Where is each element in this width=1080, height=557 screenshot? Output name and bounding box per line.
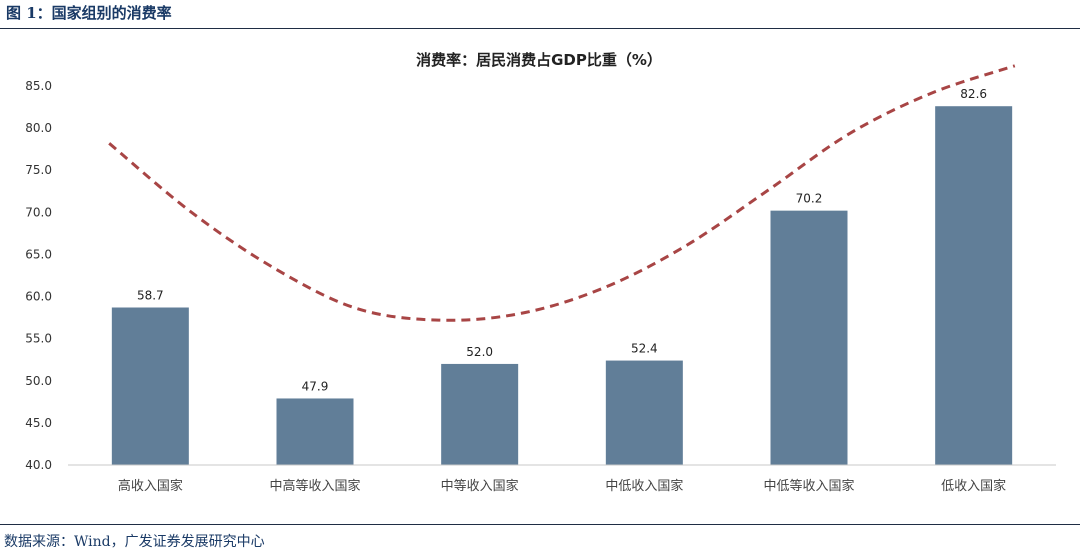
bottom-rule — [0, 524, 1080, 525]
bar — [935, 106, 1013, 466]
bar-value-label: 82.6 — [960, 87, 987, 101]
bar — [441, 363, 519, 465]
x-category-label: 中高等收入国家 — [269, 478, 360, 494]
bar — [605, 360, 683, 465]
bar-value-label: 70.2 — [796, 192, 823, 206]
y-tick-label: 85.0 — [25, 79, 52, 93]
bar-value-label: 52.0 — [466, 345, 493, 359]
trend-curve — [108, 64, 1016, 322]
bar-value-label: 47.9 — [302, 379, 329, 393]
y-tick-label: 45.0 — [25, 416, 52, 430]
x-category-label: 中低等收入国家 — [763, 478, 854, 494]
y-tick-label: 80.0 — [25, 121, 52, 135]
source-note: 数据来源：Wind，广发证券发展研究中心 — [4, 534, 265, 550]
y-tick-label: 40.0 — [25, 458, 52, 472]
bar — [770, 210, 848, 465]
figure-title: 图 1：国家组别的消费率 — [6, 4, 172, 22]
bar — [111, 307, 189, 465]
bar-value-label: 58.7 — [137, 289, 164, 303]
x-category-label: 中等收入国家 — [441, 478, 519, 494]
x-category-label: 高收入国家 — [118, 478, 183, 494]
chart-title: 消费率：居民消费占GDP比重（%） — [416, 51, 662, 69]
x-axis: 高收入国家 中高等收入国家 中等收入国家 中低收入国家 中低等收入国家 低收入国家 — [68, 464, 1056, 494]
data-labels: 58.7 47.9 52.0 52.4 70.2 82.6 — [137, 87, 987, 393]
y-tick-label: 50.0 — [25, 374, 52, 388]
y-tick-label: 55.0 — [25, 332, 52, 346]
y-tick-label: 60.0 — [25, 290, 52, 304]
y-tick-label: 65.0 — [25, 247, 52, 261]
top-rule — [0, 28, 1080, 29]
y-tick-label: 75.0 — [25, 163, 52, 177]
trend-line-group — [108, 64, 1016, 322]
x-category-label: 中低收入国家 — [605, 478, 683, 494]
x-category-label: 低收入国家 — [941, 478, 1006, 494]
bar-chart: 消费率：居民消费占GDP比重（%） 40.0 45.0 50.0 55.0 60.0 65… — [25, 51, 1056, 494]
bar — [276, 398, 354, 465]
y-tick-label: 70.0 — [25, 205, 52, 219]
bar-series — [111, 106, 1013, 466]
y-axis: 40.0 45.0 50.0 55.0 60.0 65.0 70.0 75.0 80.0 85.0 — [25, 79, 52, 472]
bar-value-label: 52.4 — [631, 342, 658, 356]
